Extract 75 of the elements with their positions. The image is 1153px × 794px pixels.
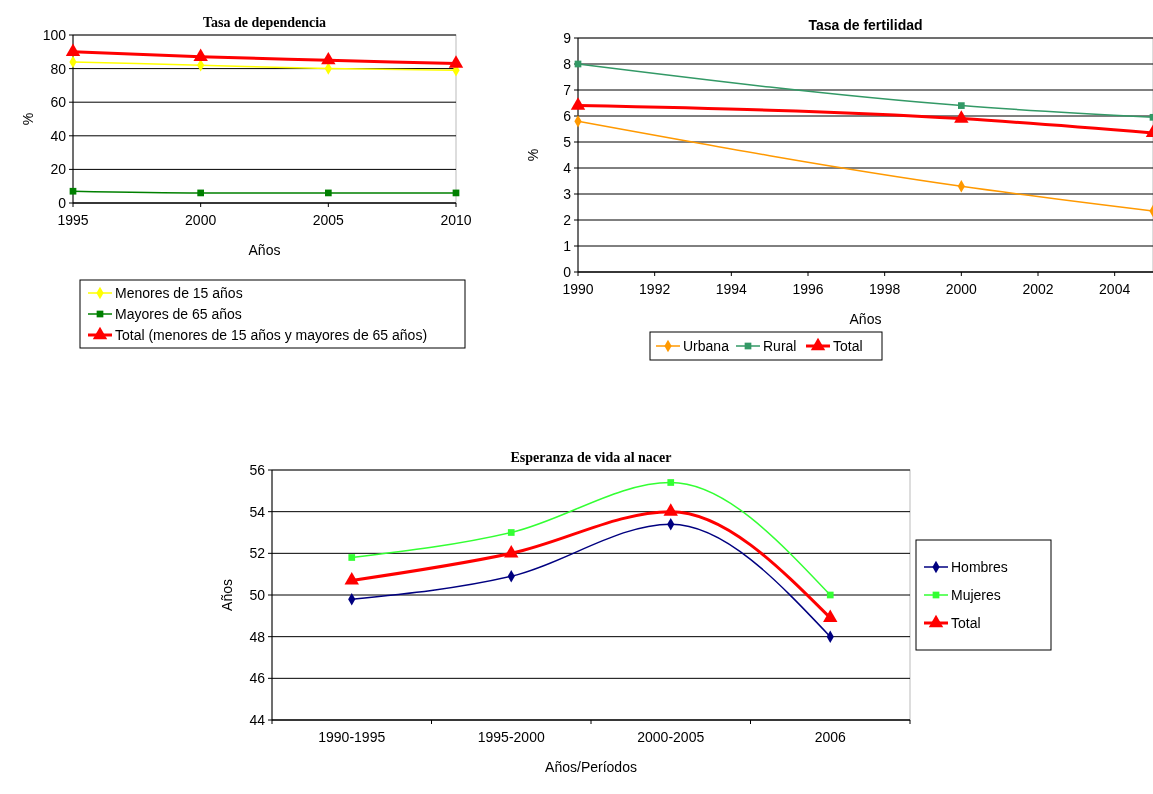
- x-tick-label: 2004: [1099, 281, 1131, 297]
- x-tick-label: 2000: [945, 281, 978, 297]
- y-axis-title: %: [525, 148, 541, 162]
- x-tick-label: 1990: [562, 281, 594, 297]
- x-axis-title: Años/Períodos: [545, 759, 637, 775]
- point: [65, 43, 81, 56]
- x-tick-label: 2006: [814, 729, 847, 745]
- x-axis-title: Años: [248, 242, 281, 258]
- y-tick-label: 3: [563, 185, 572, 202]
- point: [826, 591, 834, 599]
- x-tick-label: 2000: [185, 212, 217, 228]
- y-tick-label: 0: [58, 194, 67, 211]
- legend-label: Mujeres: [951, 586, 1001, 603]
- y-tick-label: 1: [563, 237, 572, 254]
- x-tick-label: 2005: [312, 212, 345, 228]
- y-tick-label: 52: [249, 545, 266, 562]
- legend-label: Total: [833, 337, 863, 354]
- point: [504, 545, 519, 558]
- x-tick-label: 1998: [869, 281, 901, 297]
- y-tick-label: 46: [249, 670, 266, 687]
- y-tick-label: 56: [249, 461, 266, 478]
- x-tick-label: 1995: [57, 212, 89, 228]
- point: [663, 503, 678, 516]
- point: [344, 572, 359, 585]
- x-tick-label: 1990-1995: [318, 729, 386, 745]
- y-tick-label: 44: [249, 711, 266, 728]
- x-tick-label: 2010: [440, 212, 472, 228]
- y-tick-label: 7: [563, 81, 572, 98]
- x-tick-label: 2000-2005: [637, 729, 705, 745]
- chart-title: Tasa de fertilidad: [808, 17, 923, 33]
- y-tick-label: 2: [563, 211, 572, 228]
- point: [348, 554, 356, 561]
- x-tick-label: 1995-2000: [477, 729, 545, 745]
- y-tick-label: 54: [249, 503, 266, 520]
- y-tick-label: 50: [249, 586, 266, 603]
- legend-label: Total: [951, 614, 981, 631]
- y-tick-label: 0: [563, 263, 572, 280]
- y-tick-label: 9: [563, 29, 572, 46]
- point: [193, 48, 208, 61]
- point: [954, 110, 969, 123]
- x-tick-label: 2002: [1022, 281, 1054, 297]
- point: [570, 97, 586, 110]
- point: [324, 189, 332, 197]
- point: [321, 51, 336, 65]
- legend-label: Menores de 15 años: [115, 284, 243, 301]
- y-tick-label: 60: [50, 94, 67, 111]
- y-tick-label: 4: [563, 159, 572, 176]
- legend-label: Rural: [763, 337, 797, 354]
- point: [507, 529, 515, 536]
- legend-label: Urbana: [683, 337, 730, 354]
- y-tick-label: 5: [563, 133, 572, 150]
- x-tick-label: 1994: [715, 281, 748, 297]
- y-axis-title: %: [20, 112, 36, 126]
- legend-label: Hombres: [951, 558, 1008, 575]
- y-tick-label: 6: [563, 107, 572, 124]
- point: [448, 55, 464, 68]
- x-axis-title: Años: [849, 311, 882, 327]
- y-tick-label: 100: [42, 26, 67, 43]
- point: [197, 189, 205, 197]
- y-tick-label: 80: [50, 60, 67, 77]
- chart-title: Tasa de dependencia: [202, 15, 327, 30]
- point: [69, 187, 77, 195]
- point: [957, 102, 965, 109]
- x-tick-label: 1992: [639, 281, 671, 297]
- y-tick-label: 8: [563, 55, 572, 72]
- legend-label: Total (menores de 15 años y mayores de 65 años): [115, 326, 428, 343]
- y-axis-title: Años: [219, 579, 235, 611]
- point: [667, 479, 675, 486]
- x-tick-label: 1996: [792, 281, 824, 297]
- point: [823, 609, 838, 623]
- y-tick-label: 40: [50, 127, 67, 144]
- legend-label: Mayores de 65 años: [115, 305, 242, 322]
- y-tick-label: 48: [249, 628, 266, 645]
- y-tick-label: 20: [50, 161, 67, 178]
- chart-title: Esperanza de vida al nacer: [510, 450, 672, 465]
